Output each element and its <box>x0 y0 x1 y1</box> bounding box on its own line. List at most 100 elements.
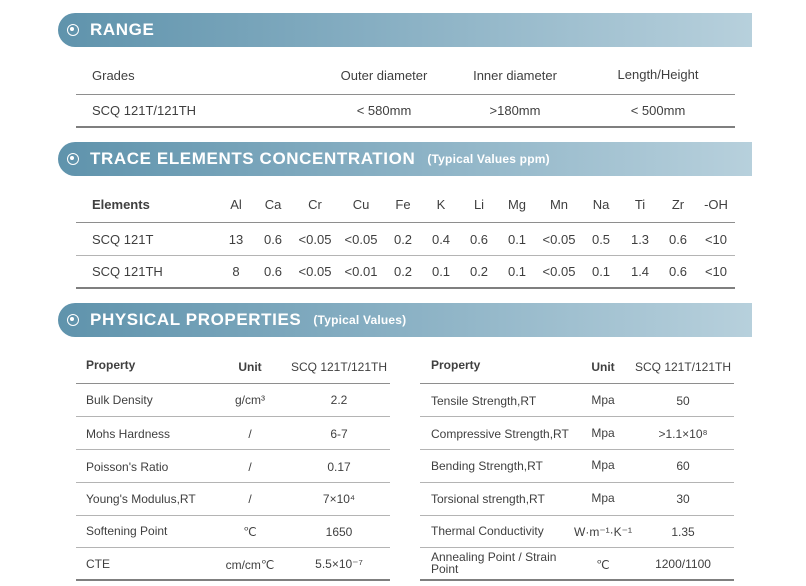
phys-left-row6-unit: cm/cm℃ <box>225 558 275 572</box>
range-cell-grade: SCQ 121T/121TH <box>92 103 197 118</box>
trace-row1-mn: <0.05 <box>542 232 576 247</box>
phys-left-row3-property: Poisson's Ratio <box>86 460 169 474</box>
trace-header-zr: Zr <box>671 197 685 212</box>
trace-header-mn: Mn <box>549 197 569 212</box>
phys-right-row-divider <box>420 416 734 417</box>
phys-right-row3-unit: Mpa <box>591 458 615 472</box>
range-cell-length: < 500mm <box>630 103 686 118</box>
phys-left-row-divider <box>76 515 390 516</box>
phys-left-row6-value: 5.5×10⁻⁷ <box>315 557 363 571</box>
trace-header-ca: Ca <box>264 197 282 212</box>
physical-banner: PHYSICAL PROPERTIES (Typical Values) <box>58 303 752 337</box>
trace-row2-mn: <0.05 <box>542 264 576 279</box>
trace-banner: TRACE ELEMENTS CONCENTRATION (Typical Va… <box>58 142 752 176</box>
phys-right-header-property: Property <box>431 358 481 372</box>
trace-row1-fe: 0.2 <box>393 232 413 247</box>
phys-right-row4-property: Torsional strength,RT <box>431 492 545 506</box>
range-header-length: Length/Height <box>617 67 699 82</box>
range-header-outer: Outer diameter <box>340 68 428 83</box>
trace-header-k: K <box>436 197 446 212</box>
trace-header-oh: -OH <box>704 197 728 212</box>
trace-row2-cu: <0.01 <box>344 264 378 279</box>
range-title: RANGE <box>90 20 155 39</box>
phys-right-row-divider <box>420 515 734 516</box>
phys-left-row1-property: Bulk Density <box>86 393 153 407</box>
phys-right-row1-unit: Mpa <box>591 393 615 407</box>
range-header-divider <box>76 94 735 95</box>
trace-row2-li: 0.2 <box>469 264 489 279</box>
phys-left-row4-property: Young's Modulus,RT <box>86 492 196 506</box>
trace-row2-name: SCQ 121TH <box>92 264 163 279</box>
trace-header-mg: Mg <box>507 197 527 212</box>
phys-right-row6-property: Annealing Point / Strain Point <box>431 550 557 576</box>
range-bottom-divider <box>76 126 735 128</box>
range-header-grades: Grades <box>92 68 135 83</box>
phys-left-row2-property: Mohs Hardness <box>86 427 171 441</box>
phys-right-row5-property: Thermal Conductivity <box>431 524 544 538</box>
phys-right-row-divider <box>420 547 734 548</box>
trace-subtitle: (Typical Values ppm) <box>427 152 550 166</box>
phys-left-row3-unit: / <box>248 460 252 474</box>
phys-right-row-divider <box>420 449 734 450</box>
phys-left-row3-value: 0.17 <box>327 460 351 474</box>
phys-left-row1-unit: g/cm³ <box>235 393 265 407</box>
phys-left-row-divider <box>76 547 390 548</box>
phys-right-row2-unit: Mpa <box>591 426 615 440</box>
trace-row1-li: 0.6 <box>469 232 489 247</box>
phys-left-row-divider <box>76 449 390 450</box>
trace-header-divider <box>76 222 735 223</box>
trace-header-ti: Ti <box>634 197 646 212</box>
phys-right-row5-unit: W·m⁻¹·K⁻¹ <box>574 525 632 539</box>
phys-right-row5-value: 1.35 <box>671 525 695 539</box>
phys-left-row2-value: 6-7 <box>330 427 348 441</box>
trace-row2-ca: 0.6 <box>263 264 283 279</box>
trace-header-fe: Fe <box>395 197 411 212</box>
trace-row1-ca: 0.6 <box>263 232 283 247</box>
trace-row2-mg: 0.1 <box>507 264 527 279</box>
phys-right-row4-unit: Mpa <box>591 491 615 505</box>
phys-right-row1-value: 50 <box>676 394 690 408</box>
trace-row1-k: 0.4 <box>431 232 451 247</box>
phys-right-header-divider <box>420 383 734 384</box>
phys-right-row1-property: Tensile Strength,RT <box>431 394 537 408</box>
phys-right-row6-unit: ℃ <box>596 558 610 572</box>
phys-right-header-grade: SCQ 121T/121TH <box>634 360 732 374</box>
bullet-icon <box>67 24 79 36</box>
phys-right-row-divider <box>420 482 734 483</box>
trace-row2-k: 0.1 <box>431 264 451 279</box>
trace-row1-mg: 0.1 <box>507 232 527 247</box>
phys-left-row1-value: 2.2 <box>330 393 348 407</box>
trace-title: TRACE ELEMENTS CONCENTRATION <box>90 149 416 168</box>
trace-row2-al: 8 <box>232 264 240 279</box>
trace-row1-cu: <0.05 <box>344 232 378 247</box>
phys-left-header-property: Property <box>86 358 136 372</box>
trace-row1-ti: 1.3 <box>630 232 650 247</box>
phys-left-header-grade: SCQ 121T/121TH <box>290 360 388 374</box>
trace-row1-al: 13 <box>228 232 244 247</box>
phys-left-bottom-divider <box>76 579 390 581</box>
phys-left-row5-property: Softening Point <box>86 524 168 538</box>
trace-row2-zr: 0.6 <box>668 264 688 279</box>
range-banner: RANGE <box>58 13 752 47</box>
trace-row-divider <box>76 255 735 256</box>
trace-row1-zr: 0.6 <box>668 232 688 247</box>
phys-right-row6-value: 1200/1100 <box>655 557 711 571</box>
bullet-icon <box>67 314 79 326</box>
phys-left-row4-unit: / <box>248 492 252 506</box>
trace-header-cr: Cr <box>308 197 322 212</box>
trace-row2-na: 0.1 <box>591 264 611 279</box>
phys-left-row6-property: CTE <box>86 557 110 571</box>
trace-row2-oh: <10 <box>704 264 728 279</box>
trace-header-na: Na <box>592 197 610 212</box>
phys-left-row-divider <box>76 482 390 483</box>
trace-row2-fe: 0.2 <box>393 264 413 279</box>
phys-right-header-unit: Unit <box>591 360 615 374</box>
trace-header-cu: Cu <box>352 197 370 212</box>
trace-row1-na: 0.5 <box>591 232 611 247</box>
phys-left-header-divider <box>76 383 390 384</box>
phys-left-row4-value: 7×10⁴ <box>322 492 356 506</box>
trace-header-al: Al <box>230 197 242 212</box>
phys-right-row2-property: Compressive Strength,RT <box>431 427 569 441</box>
phys-right-row3-property: Bending Strength,RT <box>431 459 543 473</box>
phys-left-row5-unit: ℃ <box>243 525 257 539</box>
